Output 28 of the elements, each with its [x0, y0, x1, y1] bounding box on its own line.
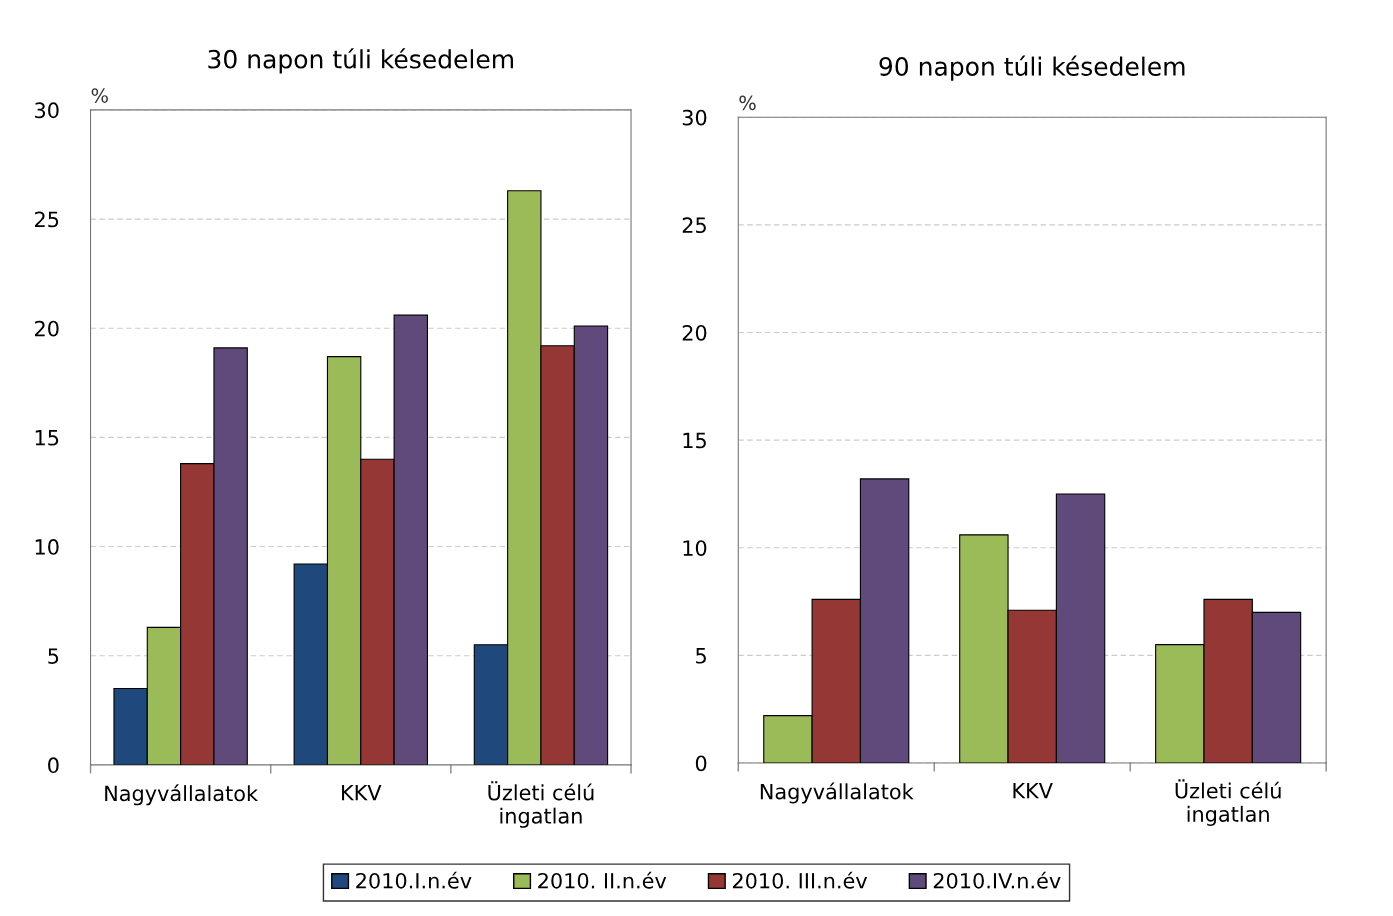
- y-tick-label: 30: [682, 109, 707, 126]
- y-tick-label: 10: [683, 540, 707, 556]
- y-tick-label: 0: [48, 757, 59, 774]
- chart-title: 30 napon túli késedelem: [208, 48, 513, 74]
- y-axis-title: %: [739, 95, 756, 111]
- x-tick-label: Nagyvállalatok: [760, 782, 914, 804]
- y-tick-label: 5: [48, 648, 59, 664]
- y-tick-label: 15: [683, 432, 706, 449]
- legend-label: 2010. II.n.év: [538, 871, 667, 889]
- y-tick-label: 30: [35, 102, 59, 119]
- y-tick-label: 20: [682, 324, 707, 341]
- x-tick-label: KKV: [342, 784, 382, 801]
- x-tick-label: Nagyvállalatok: [105, 784, 258, 806]
- y-tick-label: 10: [35, 539, 59, 555]
- y-tick-label: 25: [682, 217, 706, 234]
- x-tick-label: KKV: [1013, 783, 1053, 799]
- legend-label: 2010.IV.n.év: [933, 871, 1061, 889]
- y-tick-label: 20: [35, 320, 59, 337]
- y-axis-title: %: [91, 88, 108, 103]
- legend-label: 2010.I.n.év: [356, 871, 472, 889]
- y-tick-label: 15: [35, 430, 59, 446]
- x-tick-label: Üzleti célú ingatlan: [1175, 779, 1281, 826]
- legend-label: 2010. III.n.év: [732, 871, 868, 889]
- y-tick-label: 25: [35, 211, 59, 228]
- y-tick-label: 0: [695, 755, 707, 772]
- y-tick-label: 5: [696, 648, 706, 664]
- x-tick-label: Üzleti célú ingatlan: [488, 781, 594, 828]
- chart-title: 90 napon túli késedelem: [879, 55, 1185, 81]
